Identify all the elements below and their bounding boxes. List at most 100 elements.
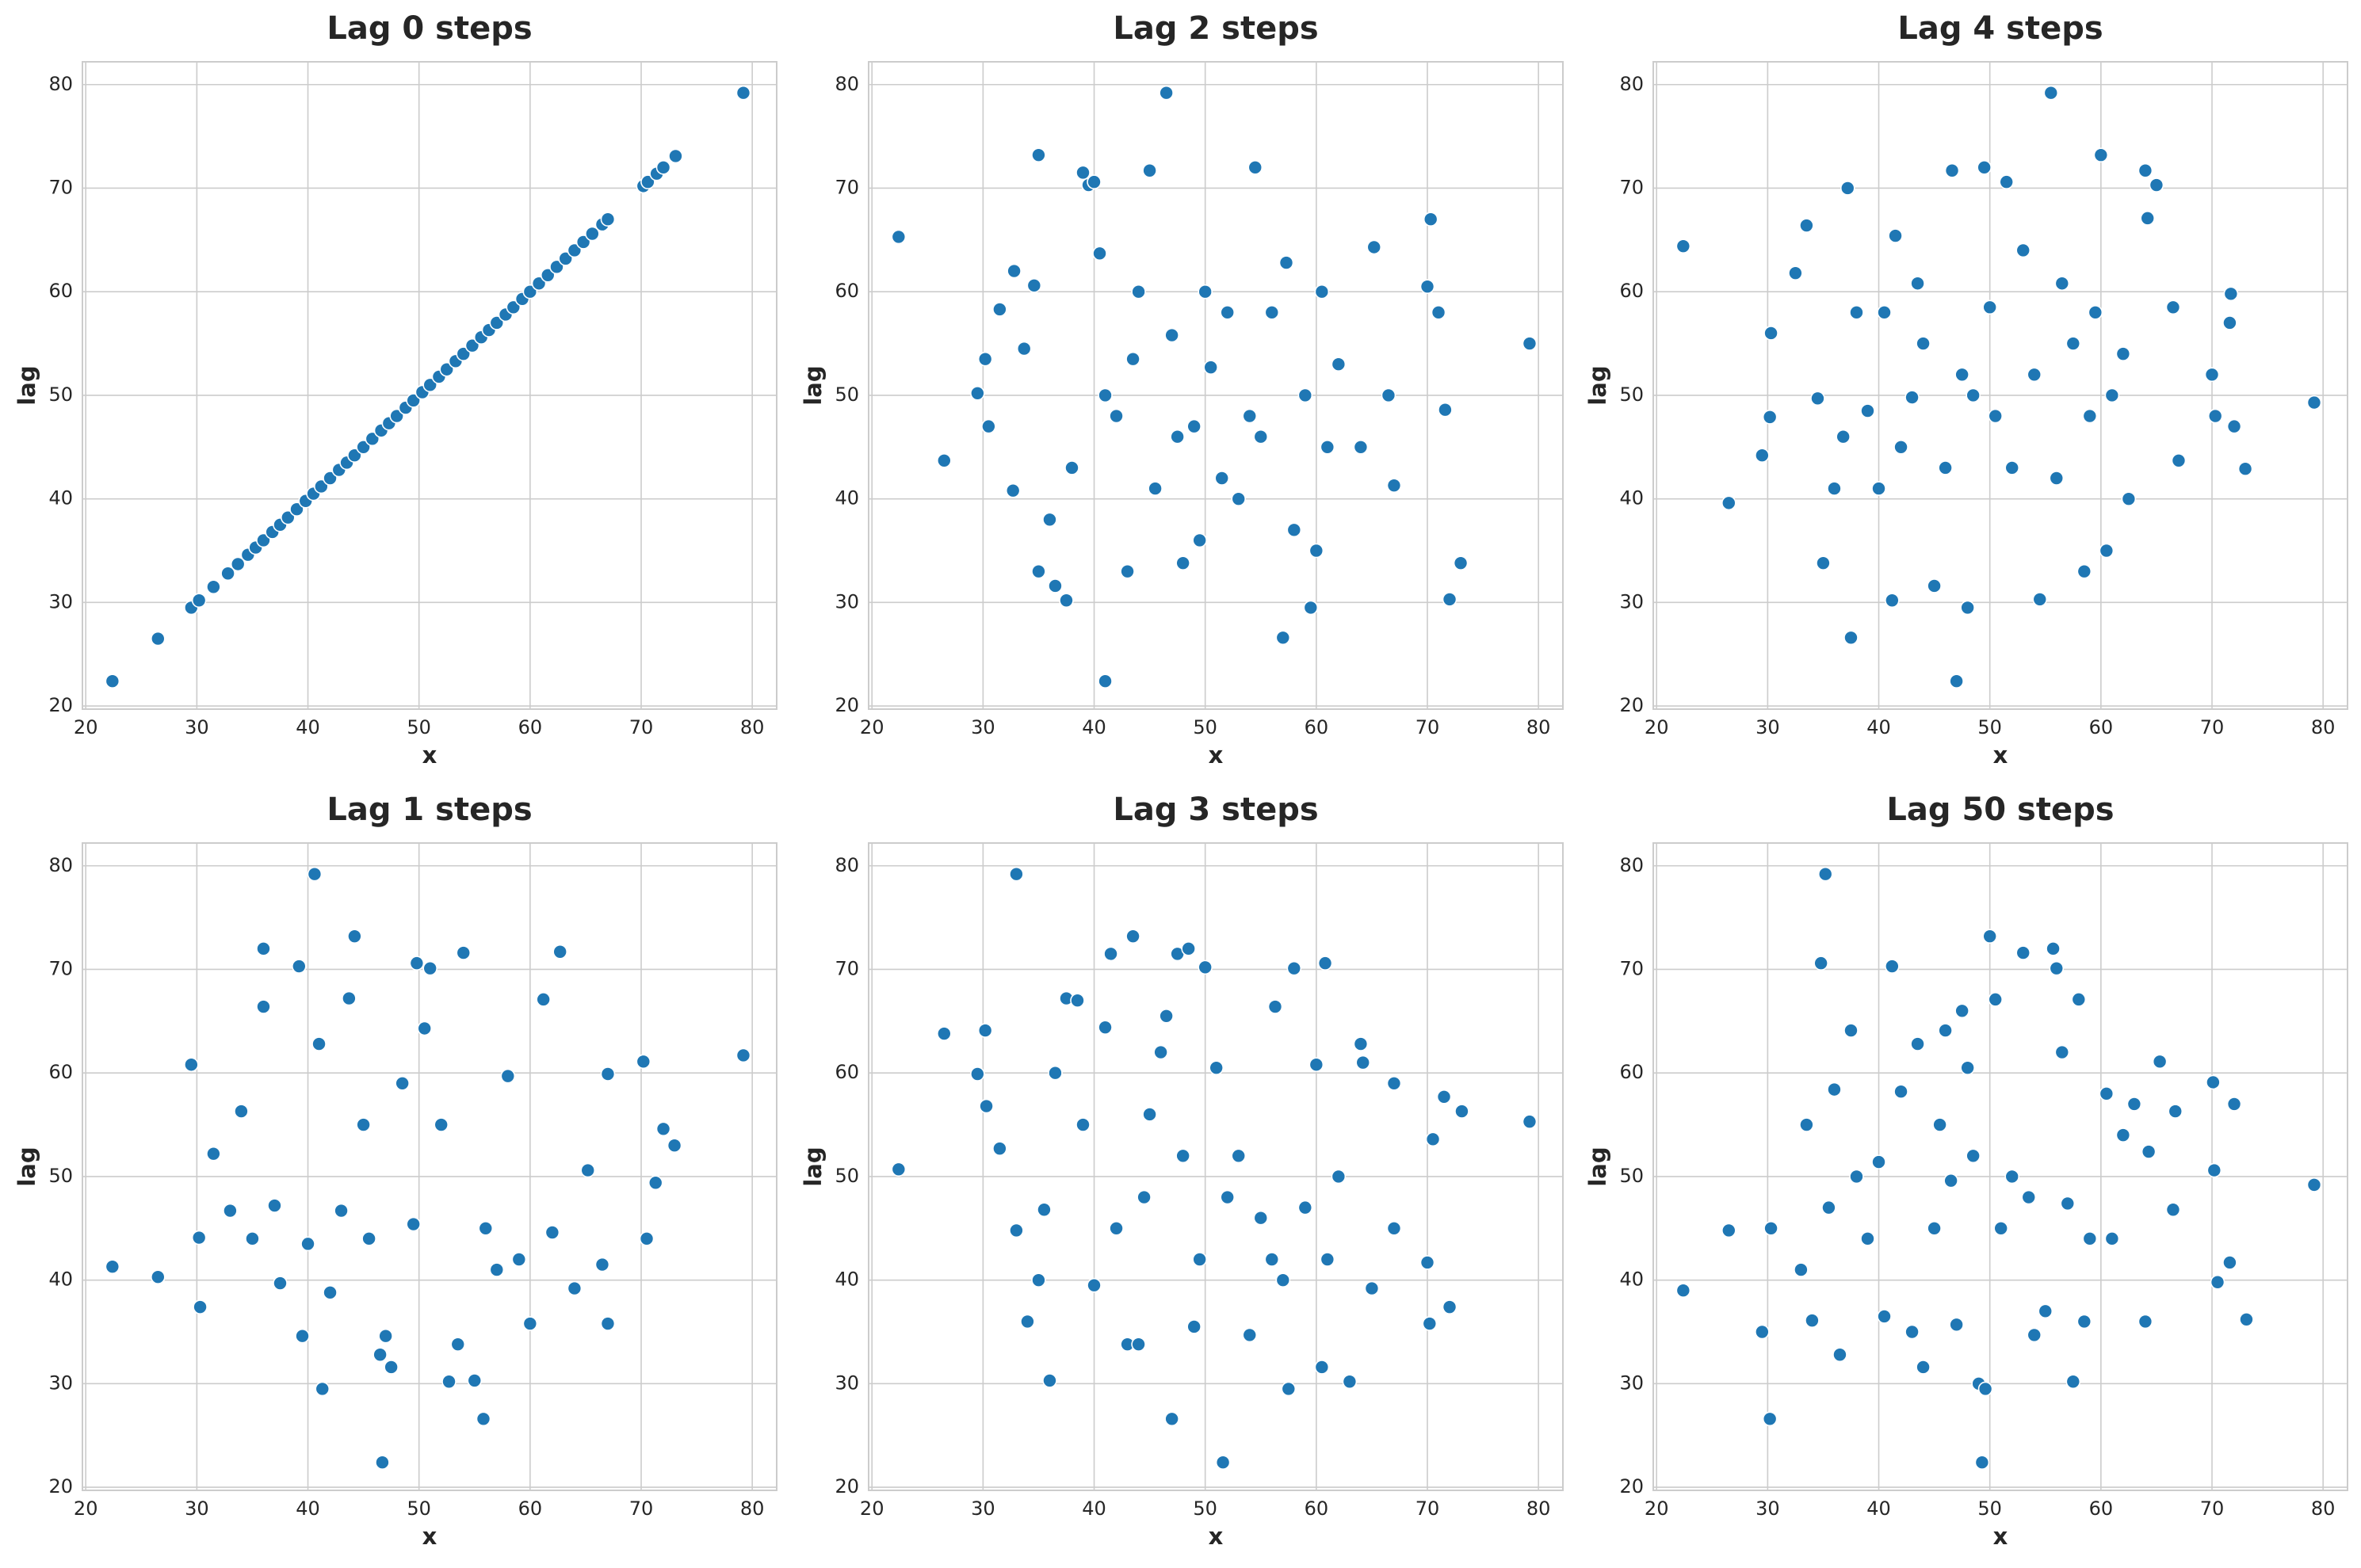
point: [2149, 177, 2164, 193]
x-tick-label: 20: [74, 716, 98, 738]
x-tick-label: 30: [971, 716, 995, 738]
point: [1131, 284, 1146, 299]
point: [1031, 147, 1046, 162]
point: [1425, 1131, 1441, 1147]
x-tick-label: 50: [1977, 1497, 2002, 1520]
y-tick-label: 60: [1619, 280, 1644, 302]
point: [2082, 1231, 2098, 1246]
point: [977, 351, 993, 367]
y-tick-label: 80: [1619, 73, 1644, 95]
point: [536, 992, 551, 1007]
point: [594, 1257, 610, 1272]
y-tick-label: 20: [1619, 1475, 1644, 1497]
point: [311, 1036, 327, 1051]
point: [1877, 305, 1892, 320]
subplot: 20 30 40 50 60 70 80 20 30 40 50 60 70 80 Lag 4 steps x…: [1584, 10, 2348, 769]
x-tick-label: 70: [1415, 1497, 1440, 1520]
point: [1910, 276, 1925, 292]
y-axis-label: lag: [1584, 1146, 1611, 1186]
point: [1762, 1411, 1778, 1427]
point: [585, 226, 600, 242]
point: [735, 1047, 751, 1063]
point: [1843, 630, 1859, 646]
point: [1159, 1009, 1174, 1024]
x-tick-label: 40: [296, 716, 320, 738]
point: [2088, 305, 2103, 320]
point: [2165, 1202, 2181, 1218]
point: [356, 1117, 371, 1132]
point: [580, 1162, 596, 1178]
point: [2171, 452, 2187, 468]
point: [655, 1121, 671, 1137]
y-tick-label: 60: [48, 280, 73, 302]
point: [1092, 246, 1107, 261]
chart-title: Lag 1 steps: [327, 792, 532, 828]
point: [1943, 1173, 1958, 1188]
point: [970, 386, 985, 401]
point: [1275, 630, 1291, 646]
point: [2082, 408, 2098, 424]
point: [1031, 1272, 1046, 1288]
point: [2140, 211, 2156, 226]
point: [2141, 1144, 2157, 1159]
point: [636, 1054, 651, 1070]
point: [2104, 387, 2120, 403]
x-tick-label: 70: [2200, 1497, 2225, 1520]
point: [450, 1337, 466, 1352]
point: [489, 1262, 505, 1277]
point: [456, 346, 472, 361]
x-tick-label: 70: [2200, 716, 2225, 738]
point: [544, 1225, 560, 1240]
point: [1988, 408, 2003, 424]
point: [2065, 1374, 2081, 1390]
point: [191, 1230, 207, 1246]
point: [1810, 391, 1825, 406]
point: [1871, 1154, 1886, 1169]
point: [1164, 327, 1179, 343]
point: [600, 212, 616, 227]
point: [245, 1231, 260, 1246]
point: [1220, 1189, 1236, 1205]
y-tick-label: 40: [1619, 487, 1644, 509]
point: [2015, 242, 2031, 258]
point: [1436, 1089, 1452, 1104]
point: [1048, 1065, 1063, 1081]
axes-frame: [868, 61, 1564, 710]
point: [1423, 212, 1438, 227]
point: [667, 1138, 682, 1154]
point: [531, 276, 547, 292]
point: [1087, 174, 1102, 189]
point: [2043, 85, 2059, 101]
point: [1438, 402, 1453, 418]
y-axis-label: lag: [13, 1146, 40, 1186]
point: [378, 1328, 393, 1344]
x-tick-label: 20: [860, 1497, 884, 1520]
point: [476, 1411, 491, 1427]
point: [289, 502, 304, 517]
point: [2207, 408, 2223, 424]
axes-frame: [1652, 61, 2348, 710]
point: [434, 1117, 449, 1132]
point: [2210, 1274, 2225, 1290]
point: [2222, 1255, 2237, 1270]
point: [1877, 1309, 1892, 1324]
x-axis-label: x: [1209, 742, 1224, 769]
point: [1059, 593, 1074, 609]
plot-area: [1653, 843, 2348, 1490]
point: [1938, 1023, 1953, 1038]
point: [1816, 555, 1831, 570]
point: [1721, 1223, 1736, 1238]
point: [1214, 471, 1230, 486]
point: [1297, 387, 1313, 403]
point: [230, 556, 246, 572]
point: [1186, 1319, 1202, 1334]
point: [1675, 1283, 1691, 1299]
point: [1977, 160, 1992, 175]
point: [1209, 1060, 1224, 1075]
point: [1849, 305, 1864, 320]
point: [552, 944, 567, 959]
point: [1949, 673, 1964, 689]
point: [2049, 960, 2065, 976]
point: [1977, 1381, 1993, 1397]
point: [2237, 461, 2253, 477]
